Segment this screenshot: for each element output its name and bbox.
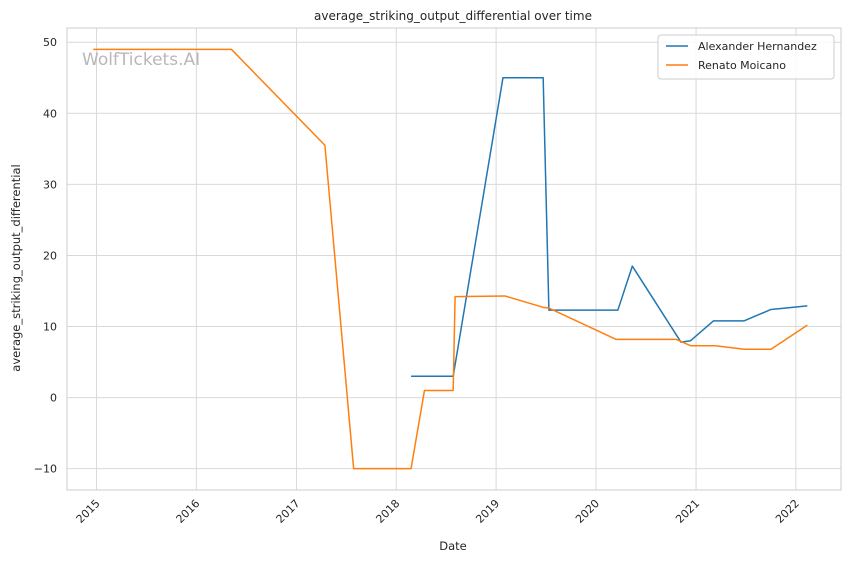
- series-lines: [93, 48, 808, 470]
- x-tick-label: 2022: [773, 497, 802, 526]
- grid-lines: [67, 28, 841, 490]
- legend: Alexander Hernandez Renato Moicano: [657, 34, 835, 80]
- y-tick-label: 0: [50, 392, 57, 405]
- y-tick-label: 10: [43, 321, 57, 334]
- y-tick-label: 50: [43, 36, 57, 49]
- x-tick-label: 2020: [573, 497, 602, 526]
- y-axis-title: average_striking_output_differential: [9, 164, 23, 371]
- x-tick-label: 2018: [373, 497, 402, 526]
- legend-box: [657, 34, 835, 80]
- y-tick-label: −10: [34, 463, 57, 476]
- x-tick-label: 2016: [173, 497, 202, 526]
- x-axis-ticks: 2015 2016 2017 2018 2019 2020 2021 2022: [74, 497, 802, 526]
- x-axis-title: Date: [439, 539, 467, 553]
- legend-label: Renato Moicano: [698, 59, 786, 72]
- y-tick-label: 30: [43, 178, 57, 191]
- series-line-alexander-hernandez: [411, 77, 808, 378]
- x-tick-label: 2021: [673, 497, 702, 526]
- watermark-text: WolfTickets.AI: [82, 50, 200, 70]
- x-tick-label: 2015: [74, 497, 103, 526]
- series-line-renato-moicano: [93, 48, 808, 470]
- plot-frame: [66, 27, 842, 491]
- y-tick-label: 40: [43, 107, 57, 120]
- chart-title: average_striking_output_differential ove…: [314, 9, 592, 23]
- y-axis-ticks: −10 0 10 20 30 40 50: [34, 36, 57, 475]
- x-tick-label: 2017: [274, 497, 303, 526]
- legend-label: Alexander Hernandez: [698, 40, 817, 53]
- x-tick-label: 2019: [473, 497, 502, 526]
- y-tick-label: 20: [43, 249, 57, 262]
